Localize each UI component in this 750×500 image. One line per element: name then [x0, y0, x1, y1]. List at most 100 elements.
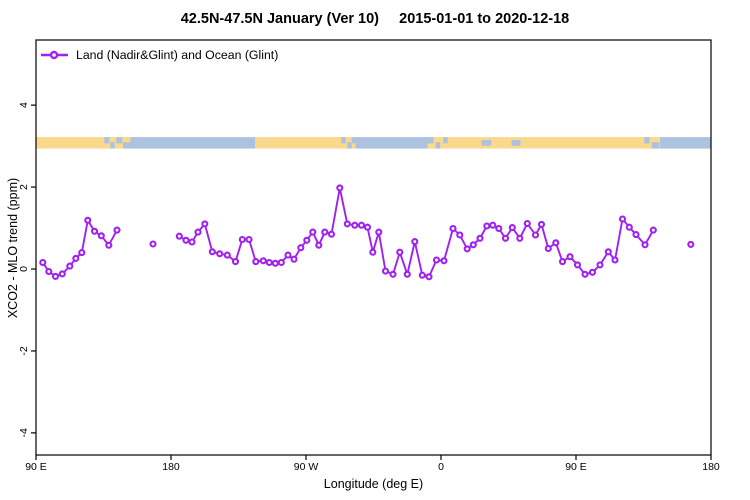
- map-band-segment: [130, 137, 255, 149]
- data-point-marker: [396, 248, 404, 256]
- data-point-marker: [403, 270, 411, 278]
- data-point-marker: [501, 234, 510, 242]
- data-point-marker: [508, 224, 516, 232]
- data-point-marker: [149, 240, 157, 248]
- data-point-marker: [194, 228, 202, 236]
- data-point-marker: [39, 258, 47, 267]
- data-point-marker: [223, 251, 231, 259]
- data-point-marker: [687, 240, 695, 248]
- data-point-marker: [297, 244, 305, 252]
- x-tick-label: 180: [702, 461, 720, 473]
- data-point-marker: [476, 234, 484, 242]
- data-point-marker: [641, 241, 649, 249]
- y-tick-label: -4: [18, 428, 30, 437]
- legend-circle: [49, 50, 59, 60]
- data-point-marker: [544, 244, 552, 253]
- legend-marker-icon: [41, 50, 68, 60]
- map-band-patch: [351, 137, 356, 144]
- data-point-marker: [271, 259, 279, 267]
- map-band-segment: [355, 137, 428, 149]
- data-point-marker: [265, 258, 273, 267]
- data-point-marker: [381, 267, 390, 275]
- data-point-marker: [357, 221, 366, 229]
- data-point-marker: [537, 220, 546, 228]
- data-point-marker: [84, 216, 92, 224]
- map-band-patch: [116, 137, 123, 144]
- data-point-marker: [105, 241, 113, 249]
- map-band-patch: [511, 139, 521, 146]
- map-band-patch: [651, 142, 660, 149]
- x-axis-title: Longitude (deg E): [323, 477, 424, 491]
- map-band-segment: [36, 137, 104, 149]
- data-point-marker: [216, 250, 224, 258]
- data-point-marker: [425, 273, 433, 281]
- map-band-segment: [460, 137, 644, 149]
- data-point-marker: [581, 270, 589, 278]
- x-tick-label: 90 W: [294, 461, 319, 473]
- series-line: [178, 186, 655, 278]
- data-point-marker: [252, 258, 260, 266]
- data-point-marker: [469, 241, 477, 249]
- map-band-patch: [644, 137, 650, 144]
- map-band-patch: [110, 142, 115, 149]
- data-point-marker: [97, 232, 105, 240]
- x-tick-label: 180: [162, 461, 180, 473]
- data-point-marker: [411, 238, 419, 246]
- x-tick-label: 90 E: [565, 461, 587, 473]
- data-point-marker: [566, 253, 574, 261]
- map-band-patch: [347, 142, 352, 149]
- y-tick-label: 0: [18, 266, 30, 272]
- data-point-marker: [336, 184, 344, 192]
- data-point-marker: [432, 256, 441, 264]
- data-point-marker: [625, 223, 633, 231]
- data-point-marker: [463, 245, 471, 253]
- data-point-marker: [523, 219, 531, 228]
- data-point-marker: [552, 239, 560, 247]
- data-point-marker: [440, 257, 448, 265]
- data-point-marker: [449, 224, 457, 233]
- data-point-marker: [588, 268, 597, 276]
- data-point-marker: [259, 257, 267, 265]
- data-point-marker: [531, 231, 540, 239]
- data-point-marker: [188, 238, 196, 246]
- data-point-marker: [456, 231, 464, 239]
- data-point-marker: [78, 249, 86, 257]
- data-point-marker: [231, 258, 240, 266]
- map-band-patch: [443, 137, 448, 144]
- data-point-marker: [327, 230, 336, 238]
- data-point-marker: [596, 261, 604, 269]
- data-point-marker: [284, 251, 292, 259]
- data-point-marker: [418, 271, 426, 279]
- data-point-marker: [389, 270, 397, 278]
- data-point-marker: [290, 255, 298, 263]
- map-band-patch: [435, 142, 441, 149]
- data-point-marker: [573, 261, 582, 269]
- y-axis-title: XCO2 - MLO trend (ppm): [6, 177, 20, 319]
- data-point-marker: [649, 226, 657, 234]
- x-tick-label: 90 E: [25, 461, 47, 473]
- data-point-marker: [72, 254, 80, 262]
- data-point-marker: [51, 272, 60, 280]
- legend-label: Land (Nadir&Glint) and Ocean (Glint): [76, 48, 279, 62]
- plot-frame: [35, 39, 712, 456]
- data-point-marker: [495, 224, 503, 233]
- data-point-marker: [363, 223, 372, 231]
- data-point-marker: [604, 248, 612, 256]
- data-point-marker: [315, 241, 323, 249]
- data-point-marker: [58, 270, 66, 278]
- data-point-marker: [175, 232, 183, 240]
- data-point-marker: [618, 215, 627, 223]
- map-band-segment: [660, 137, 711, 149]
- data-point-marker: [113, 226, 121, 234]
- x-tick-label: 0: [438, 461, 444, 473]
- data-point-marker: [66, 262, 74, 270]
- data-point-marker: [375, 228, 383, 236]
- map-band-patch: [123, 142, 131, 149]
- chart-title: 42.5N-47.5N January (Ver 10) 2015-01-01 …: [180, 11, 570, 27]
- map-band-segment: [255, 137, 341, 149]
- data-point-marker: [208, 248, 216, 256]
- data-point-marker: [90, 227, 99, 235]
- y-tick-label: -2: [18, 346, 30, 355]
